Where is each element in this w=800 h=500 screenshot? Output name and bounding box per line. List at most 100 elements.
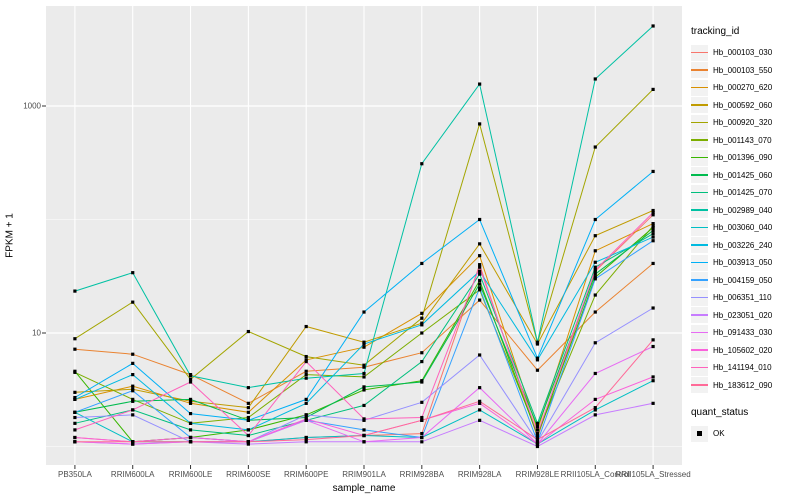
data-point [420,311,424,315]
legend-key-box [691,44,708,61]
legend-line-swatch [691,191,708,194]
data-point [362,388,366,392]
data-point [593,341,597,345]
data-point [362,433,366,438]
legend-line-swatch [691,296,708,299]
data-point [362,440,366,444]
x-tick-label-RRII105LA_Control: RRII105LA_Control [560,470,630,479]
legend-item-label: OK [713,429,725,439]
data-point [131,440,135,444]
data-point [362,417,366,421]
data-point [651,24,655,28]
legend-line-swatch [691,139,708,141]
data-point [651,344,655,349]
data-point [651,375,655,379]
data-point [651,338,655,342]
data-point [304,354,308,359]
data-point [651,213,655,217]
data-point [593,268,597,272]
data-point [535,435,540,440]
data-point [420,418,424,422]
data-point [420,400,424,404]
data-point [420,359,424,364]
data-point [304,397,308,402]
data-point [420,415,424,420]
x-tick-label-PB350LA: PB350LA [58,470,92,479]
legend-item-label: Hb_000103_030 [713,48,773,58]
data-point [188,401,193,405]
x-tick-label-RRIM901LA: RRIM901LA [342,470,386,479]
data-point [188,411,193,416]
data-point [593,408,597,412]
data-point [131,399,135,403]
legend-item-Hb_001396_090: Hb_001396_090 [691,149,799,167]
data-point [420,351,424,355]
legend-key-box [691,79,708,96]
data-point [73,435,77,440]
data-point [73,337,77,341]
legend-item-Hb_105602_020: Hb_105602_020 [691,342,799,360]
legend-line-swatch [691,384,708,386]
data-point [131,389,135,393]
legend-line-swatch [691,104,708,106]
x-tick-label-RRIM600LA: RRIM600LA [110,470,155,479]
data-point [304,438,308,442]
data-point [651,225,655,230]
data-point [593,77,597,81]
data-point [651,224,655,228]
data-point [651,235,655,239]
data-point [478,217,482,222]
x-tick-label-RRIM600LE: RRIM600LE [168,470,213,479]
y-axis-title: FPKM + 1 [4,213,16,258]
data-point [593,260,597,264]
data-point [478,272,482,276]
data-point [73,395,77,400]
legend-item-ok: OK [691,425,799,443]
data-point [188,374,193,378]
legend-line-swatch [691,51,708,54]
y-tick-label-1000: 1000 [23,101,41,111]
legend-key-box [691,307,708,324]
data-point [73,410,77,414]
legend-item-label: Hb_105602_020 [713,345,773,355]
legend-item-label: Hb_000270_620 [713,83,773,93]
x-tick-label-RRIM928LA: RRIM928LA [457,470,502,479]
legend-item-Hb_003913_050: Hb_003913_050 [691,254,799,272]
legend-item-label: Hb_001425_070 [713,188,773,198]
legend-line-swatch [691,121,708,124]
data-point [535,340,540,344]
data-point [246,410,250,414]
data-point [188,399,193,403]
legend-key-box [691,114,708,131]
data-point [535,421,540,425]
legend-key-box [691,202,708,219]
data-point [420,431,424,436]
data-point [304,369,308,373]
legend-line-swatch [691,314,708,316]
data-point [593,217,597,222]
data-point [246,386,250,390]
data-point [362,428,366,432]
legend-key-box [691,289,708,306]
data-point [651,261,655,266]
data-point [246,415,250,420]
data-point [478,242,482,246]
legend-item-label: Hb_003060_040 [713,223,773,233]
data-point [651,379,655,383]
legend-item-Hb_091433_030: Hb_091433_030 [691,324,799,342]
legend-line-swatch [691,156,708,159]
legend-item-Hb_183612_090: Hb_183612_090 [691,377,799,395]
legend-line-swatch [691,209,708,211]
data-point [593,272,597,276]
legend-item-Hb_000592_060: Hb_000592_060 [691,97,799,115]
square-point-icon [697,431,702,436]
x-tick-label-RRIM600SE: RRIM600SE [226,470,271,479]
data-point [246,433,250,438]
data-point [420,316,424,320]
legend-line-swatch [691,366,708,369]
legend-key-box [691,62,708,79]
legend-key-box [691,97,708,114]
data-point [304,376,308,380]
data-point [73,415,77,420]
